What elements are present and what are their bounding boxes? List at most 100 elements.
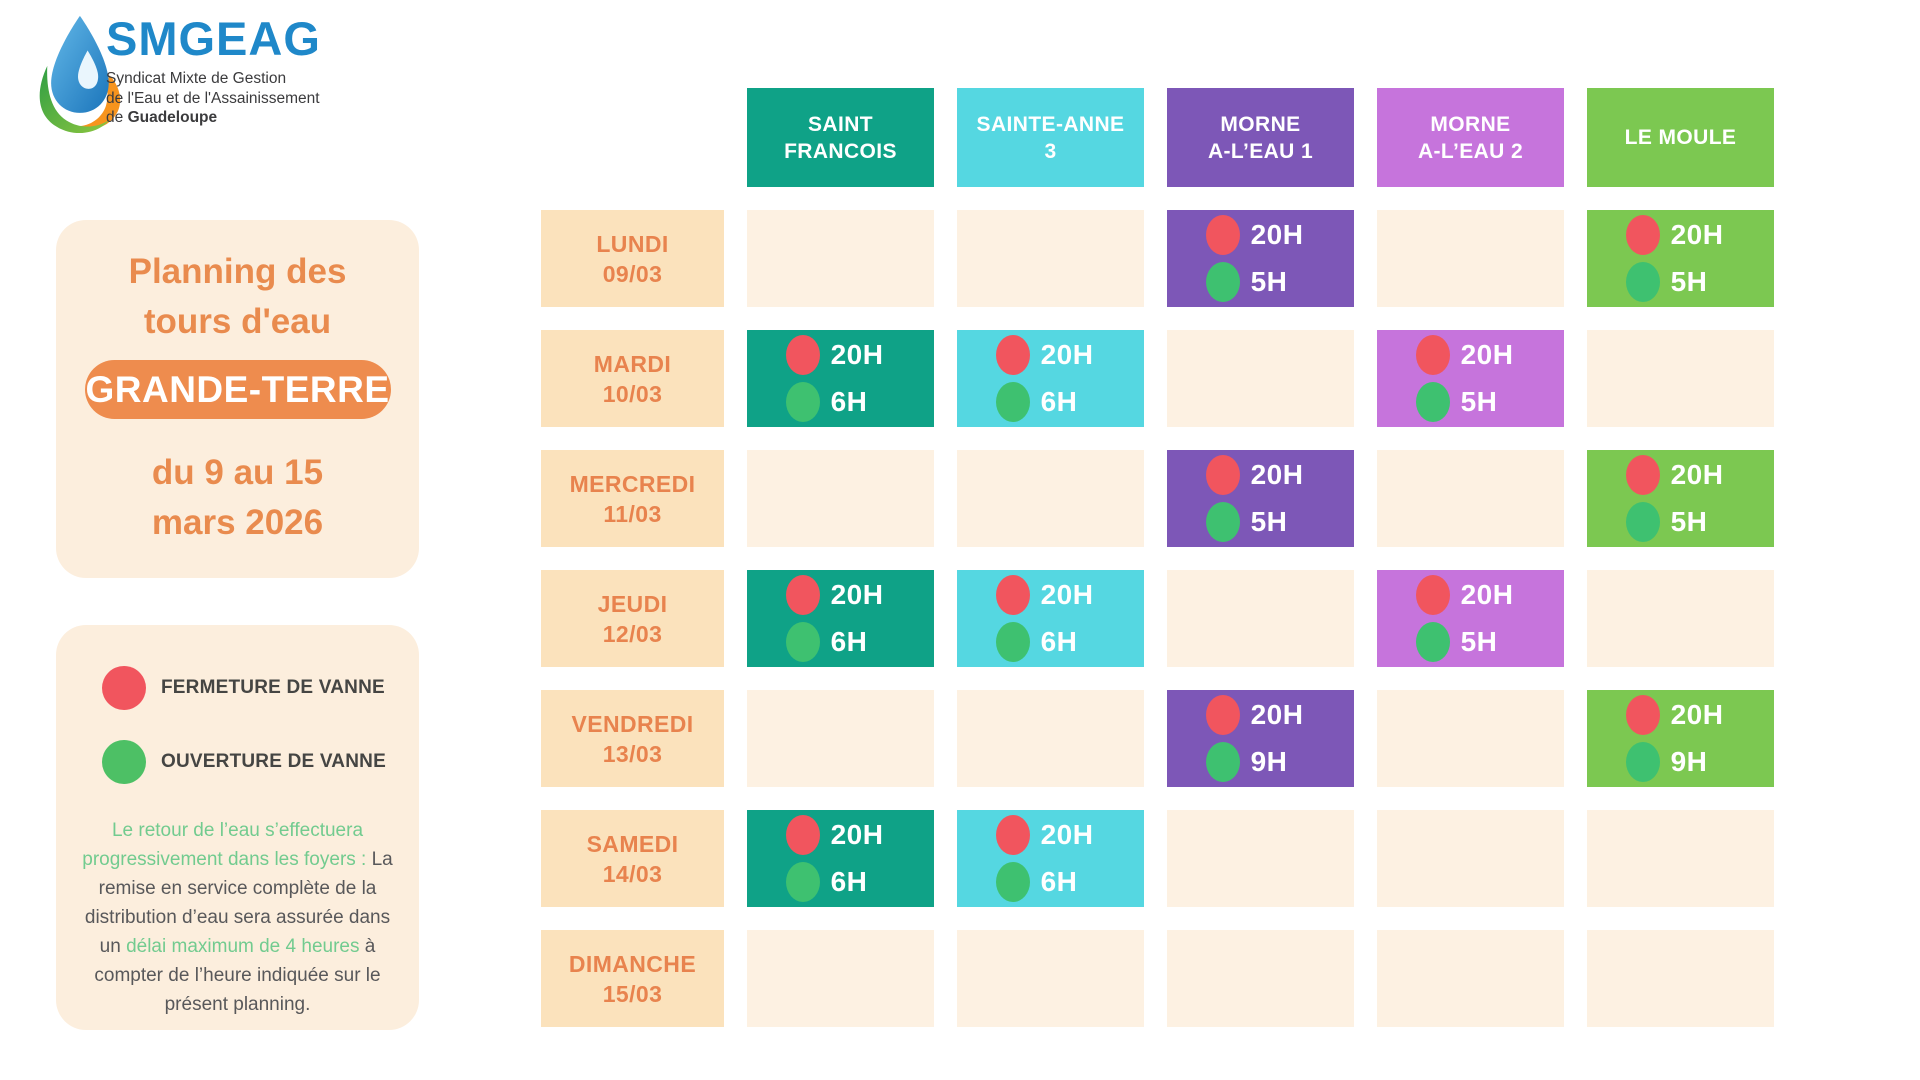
valve-open-row: 9H [1205, 742, 1304, 782]
valve-close-row: 20H [785, 575, 884, 615]
cell-times: 20H 6H [995, 330, 1094, 427]
valve-open-time: 6H [830, 866, 868, 897]
close-dot-icon [995, 335, 1030, 375]
open-dot-icon [1205, 742, 1240, 782]
valve-open-row: 6H [785, 862, 884, 902]
valve-close-time: 20H [1250, 699, 1304, 730]
smgeag-logo [30, 12, 126, 140]
open-dot-icon [1625, 742, 1660, 782]
legend-note: Le retour de l’eau s’effectuera progress… [82, 820, 393, 1015]
valve-open-row: 6H [995, 862, 1094, 902]
cell-times: 20H 6H [785, 810, 884, 907]
cell-times: 20H 5H [1205, 450, 1304, 547]
valve-open-row: 5H [1205, 502, 1304, 542]
valve-open-time: 5H [1250, 266, 1288, 297]
schedule-cell-mercredi-saint-francois [747, 450, 934, 547]
valve-open-row: 5H [1625, 262, 1724, 302]
cell-times: 20H 5H [1625, 450, 1724, 547]
schedule-cell-dimanche-sainte-anne-3 [957, 930, 1144, 1027]
open-dot-icon [785, 862, 820, 902]
valve-close-time: 20H [830, 819, 884, 850]
valve-open-time: 5H [1670, 506, 1708, 537]
schedule-cell-samedi-sainte-anne-3: 20H 6H [957, 810, 1144, 907]
valve-close-time: 20H [1250, 219, 1304, 250]
legend-label: OUVERTURE DE VANNE [161, 751, 386, 772]
day-cell-mardi: MARDI 10/03 [541, 330, 724, 427]
open-dot-icon [1205, 262, 1240, 302]
valve-close-row: 20H [1625, 215, 1724, 255]
schedule-cell-lundi-sainte-anne-3 [957, 210, 1144, 307]
valve-close-row: 20H [1205, 215, 1304, 255]
valve-open-time: 9H [1250, 746, 1288, 777]
cell-times: 20H 6H [785, 570, 884, 667]
legend-item-open: OUVERTURE DE VANNE [102, 740, 386, 784]
schedule-cell-dimanche-morne-a-leau-1 [1167, 930, 1354, 1027]
schedule-cell-jeudi-sainte-anne-3: 20H 6H [957, 570, 1144, 667]
open-dot-icon [1415, 382, 1450, 422]
open-dot-icon [1415, 622, 1450, 662]
close-dot-icon [1625, 695, 1660, 735]
date-range: du 9 au 15 mars 2026 [151, 453, 324, 542]
valve-close-time: 20H [1670, 459, 1724, 490]
legend-panel: FERMETURE DE VANNE OUVERTURE DE VANNE Le… [56, 625, 419, 1030]
valve-open-time: 5H [1670, 266, 1708, 297]
valve-close-row: 20H [785, 335, 884, 375]
valve-open-row: 5H [1415, 382, 1514, 422]
close-dot-icon [785, 335, 820, 375]
schedule-cell-dimanche-morne-a-leau-2 [1377, 930, 1564, 1027]
legend-item-close: FERMETURE DE VANNE [102, 666, 385, 710]
schedule-cell-lundi-saint-francois [747, 210, 934, 307]
day-cell-mercredi: MERCREDI 11/03 [541, 450, 724, 547]
poster-title: Planning des tours d'eau [128, 252, 347, 341]
open-dot-icon [995, 382, 1030, 422]
schedule-cell-mercredi-sainte-anne-3 [957, 450, 1144, 547]
day-cell-samedi: SAMEDI 14/03 [541, 810, 724, 907]
valve-close-row: 20H [1415, 575, 1514, 615]
close-dot-icon [1625, 215, 1660, 255]
close-dot-icon [1205, 215, 1240, 255]
valve-close-row: 20H [1625, 455, 1724, 495]
col-header-le-moule: LE MOULE [1587, 88, 1774, 187]
valve-open-time: 5H [1460, 626, 1498, 657]
valve-open-row: 6H [785, 622, 884, 662]
schedule-cell-mardi-saint-francois: 20H 6H [747, 330, 934, 427]
valve-close-row: 20H [995, 335, 1094, 375]
valve-close-row: 20H [785, 815, 884, 855]
valve-open-time: 5H [1460, 386, 1498, 417]
schedule-cell-mercredi-morne-a-leau-2 [1377, 450, 1564, 547]
brand-subtitle: Syndicat Mixte de Gestion de l'Eau et de… [106, 70, 320, 126]
valve-open-row: 6H [785, 382, 884, 422]
valve-open-row: 5H [1205, 262, 1304, 302]
close-dot-icon [1415, 575, 1450, 615]
schedule-cell-mardi-morne-a-leau-1 [1167, 330, 1354, 427]
schedule-cell-vendredi-le-moule: 20H 9H [1587, 690, 1774, 787]
valve-close-time: 20H [1040, 339, 1094, 370]
cell-times: 20H 5H [1205, 210, 1304, 307]
valve-close-row: 20H [1415, 335, 1514, 375]
close-dot-icon [995, 815, 1030, 855]
cell-times: 20H 6H [995, 810, 1094, 907]
day-cell-jeudi: JEUDI 12/03 [541, 570, 724, 667]
legend-label: FERMETURE DE VANNE [161, 677, 385, 698]
schedule-cell-samedi-le-moule [1587, 810, 1774, 907]
open-dot-icon [785, 382, 820, 422]
valve-open-row: 5H [1415, 622, 1514, 662]
water-drop-leaf-icon [30, 12, 126, 140]
schedule-cell-dimanche-saint-francois [747, 930, 934, 1027]
open-dot-icon [995, 862, 1030, 902]
col-header-saint-francois: SAINT FRANCOIS [747, 88, 934, 187]
close-dot-icon [1415, 335, 1450, 375]
schedule-cell-vendredi-morne-a-leau-1: 20H 9H [1167, 690, 1354, 787]
cell-times: 20H 5H [1625, 210, 1724, 307]
day-cell-dimanche: DIMANCHE 15/03 [541, 930, 724, 1027]
schedule-cell-samedi-morne-a-leau-2 [1377, 810, 1564, 907]
valve-close-time: 20H [1670, 219, 1724, 250]
valve-open-time: 9H [1670, 746, 1708, 777]
valve-close-time: 20H [1040, 579, 1094, 610]
schedule-cell-jeudi-saint-francois: 20H 6H [747, 570, 934, 667]
region-badge: GRANDE-TERRE [84, 360, 391, 419]
valve-open-row: 9H [1625, 742, 1724, 782]
day-cell-vendredi: VENDREDI 13/03 [541, 690, 724, 787]
valve-close-time: 20H [830, 579, 884, 610]
valve-close-row: 20H [995, 575, 1094, 615]
